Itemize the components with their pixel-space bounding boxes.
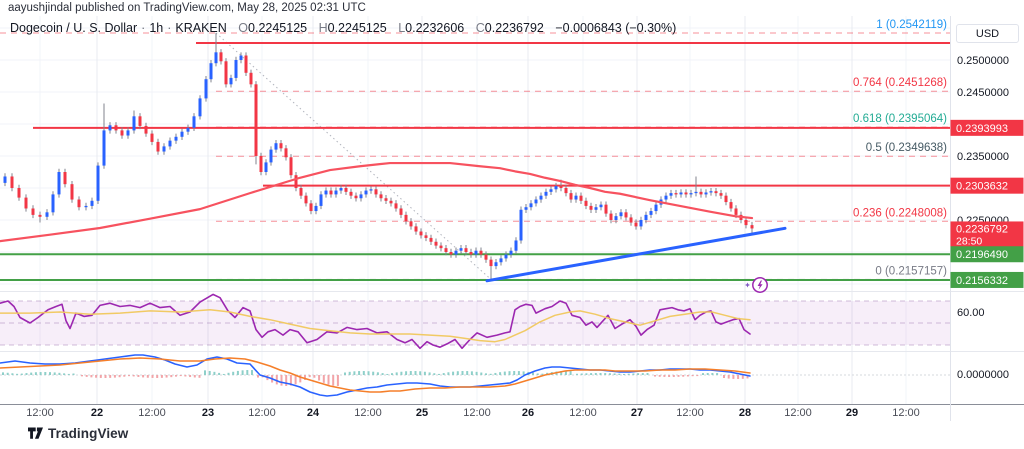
change-value: −0.0006843 (−0.30%) bbox=[555, 21, 677, 35]
tradingview-logo-text: TradingView bbox=[48, 426, 129, 441]
pane-borders bbox=[0, 16, 1024, 421]
price-badge: 0.2393993 bbox=[950, 119, 1024, 136]
price-badge: 0.2303632 bbox=[950, 177, 1024, 194]
svg-text:12:00: 12:00 bbox=[248, 407, 276, 419]
svg-text:0.2236792: 0.2236792 bbox=[956, 223, 1008, 235]
low-label: L bbox=[398, 21, 406, 35]
svg-text:0.764 (0.2451268): 0.764 (0.2451268) bbox=[853, 77, 947, 89]
support-trendline[interactable] bbox=[485, 226, 787, 283]
currency-toggle-button[interactable]: USD bbox=[956, 24, 1019, 43]
svg-text:12:00: 12:00 bbox=[892, 407, 920, 419]
low-value: 0.2232606 bbox=[405, 21, 465, 35]
svg-text:23: 23 bbox=[202, 407, 214, 419]
svg-text:0 (0.2157157): 0 (0.2157157) bbox=[875, 265, 947, 277]
chart-panes[interactable] bbox=[0, 32, 950, 397]
fib-anchor-dotted-line bbox=[215, 32, 492, 280]
svg-text:0.2350000: 0.2350000 bbox=[957, 151, 1009, 163]
symbol-title: Dogecoin / U. S. Dollar bbox=[10, 21, 138, 35]
macd-signal-line bbox=[0, 357, 751, 393]
sparkle-icon bbox=[745, 282, 750, 288]
price-badge: 0.2196490 bbox=[950, 246, 1024, 263]
tradingview-logo-icon bbox=[28, 426, 43, 439]
svg-text:12:00: 12:00 bbox=[26, 407, 54, 419]
lightning-event-icon[interactable] bbox=[744, 276, 770, 294]
svg-text:0.2303632: 0.2303632 bbox=[956, 181, 1008, 193]
svg-text:0.2450000: 0.2450000 bbox=[957, 87, 1009, 99]
svg-text:0.2500000: 0.2500000 bbox=[957, 55, 1009, 67]
svg-text:12:00: 12:00 bbox=[784, 407, 812, 419]
gridlines bbox=[0, 16, 950, 404]
tradingview-logo[interactable]: TradingView bbox=[28, 426, 128, 441]
svg-text:0.2156332: 0.2156332 bbox=[956, 275, 1008, 287]
chart-legend: Dogecoin / U. S. Dollar · 1h · KRAKEN O0.224… bbox=[10, 21, 676, 35]
svg-text:25: 25 bbox=[416, 407, 428, 419]
price-badge: 0.2156332 bbox=[950, 271, 1024, 288]
svg-text:26: 26 bbox=[522, 407, 534, 419]
time-axis[interactable]: 12:00 22 12:00 23 12:00 24 12:00 25 12:00 26 12:00… bbox=[26, 407, 920, 419]
svg-text:0.2196490: 0.2196490 bbox=[956, 249, 1008, 261]
svg-text:1 (0.2542119): 1 (0.2542119) bbox=[876, 19, 947, 31]
svg-text:12:00: 12:00 bbox=[138, 407, 166, 419]
svg-text:29: 29 bbox=[846, 407, 858, 419]
svg-text:0.2393993: 0.2393993 bbox=[956, 123, 1008, 135]
exchange-label: KRAKEN bbox=[175, 21, 227, 35]
svg-text:60.00: 60.00 bbox=[957, 307, 985, 319]
rsi-ma-line bbox=[0, 309, 751, 343]
svg-text:24: 24 bbox=[307, 407, 320, 419]
svg-text:12:00: 12:00 bbox=[463, 407, 491, 419]
svg-text:0.236 (0.2248008): 0.236 (0.2248008) bbox=[853, 207, 947, 219]
legend-separator: · bbox=[141, 21, 146, 35]
open-label: O bbox=[238, 21, 249, 35]
svg-text:0.0000000: 0.0000000 bbox=[957, 369, 1009, 381]
rsi-line bbox=[0, 293, 751, 350]
rsi-band bbox=[0, 300, 950, 346]
horizontal-lines[interactable] bbox=[0, 41, 950, 281]
interval-label: 1h bbox=[149, 21, 164, 35]
close-label: C bbox=[475, 21, 485, 35]
fib-labels: 1 (0.2542119) 0.764 (0.2451268) 0.618 (0.2… bbox=[853, 19, 947, 277]
close-value: 0.2236792 bbox=[484, 21, 544, 35]
svg-text:27: 27 bbox=[631, 407, 643, 419]
svg-text:12:00: 12:00 bbox=[569, 407, 597, 419]
svg-text:28:50: 28:50 bbox=[956, 235, 982, 247]
svg-text:0.5 (0.2349638): 0.5 (0.2349638) bbox=[866, 142, 947, 154]
svg-text:22: 22 bbox=[91, 407, 103, 419]
price-axis[interactable]: 0.25000000.24500000.23500000.225000060.0… bbox=[957, 55, 1009, 381]
legend-separator: · bbox=[167, 21, 172, 35]
high-value: 0.2245125 bbox=[327, 21, 387, 35]
svg-text:28: 28 bbox=[739, 407, 751, 419]
attribution-text: aayushjindal published on TradingView.co… bbox=[8, 2, 366, 14]
open-value: 0.2245125 bbox=[248, 21, 308, 35]
svg-text:0.618 (0.2395064): 0.618 (0.2395064) bbox=[853, 113, 947, 125]
ma-line bbox=[0, 161, 754, 243]
candles bbox=[3, 33, 754, 280]
svg-text:12:00: 12:00 bbox=[354, 407, 382, 419]
svg-text:12:00: 12:00 bbox=[676, 407, 704, 419]
high-label: H bbox=[318, 21, 328, 35]
